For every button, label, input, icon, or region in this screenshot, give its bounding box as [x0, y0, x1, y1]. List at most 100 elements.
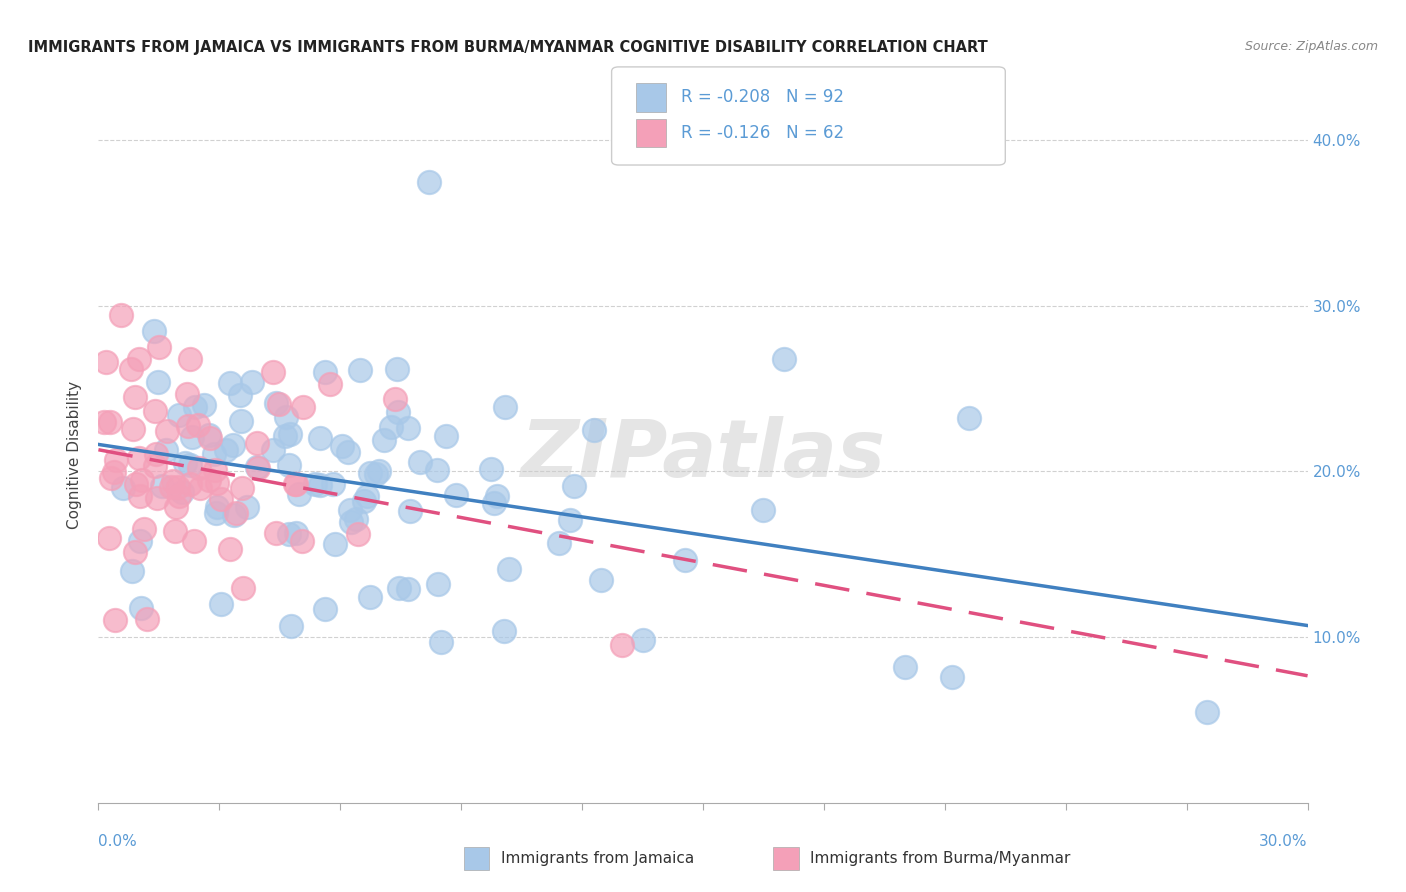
Point	[673, 553, 696, 567]
Point	[160, 480, 183, 494]
Point	[176, 387, 198, 401]
Point	[492, 624, 515, 639]
Point	[121, 564, 143, 578]
Point	[236, 500, 259, 514]
Point	[772, 351, 794, 366]
Text: Source: ZipAtlas.com: Source: ZipAtlas.com	[1244, 40, 1378, 54]
Point	[162, 474, 184, 488]
Point	[485, 490, 508, 504]
Point	[205, 500, 228, 515]
Point	[267, 397, 290, 411]
Point	[132, 522, 155, 536]
Point	[187, 418, 209, 433]
Point	[330, 439, 353, 453]
Text: 30.0%: 30.0%	[1260, 834, 1308, 849]
Text: 0.0%: 0.0%	[98, 834, 138, 849]
Point	[129, 489, 152, 503]
Point	[274, 410, 297, 425]
Text: Immigrants from Jamaica: Immigrants from Jamaica	[501, 852, 693, 866]
Point	[349, 363, 371, 377]
Point	[591, 573, 613, 587]
Point	[285, 476, 308, 491]
Point	[174, 456, 197, 470]
Point	[430, 635, 453, 649]
Point	[247, 460, 270, 475]
Point	[356, 489, 378, 503]
Point	[347, 527, 370, 541]
Point	[179, 351, 201, 366]
Point	[179, 458, 201, 472]
Point	[165, 500, 187, 514]
Point	[136, 611, 159, 625]
Point	[274, 429, 297, 443]
Point	[93, 415, 115, 429]
Point	[155, 442, 177, 457]
Point	[145, 447, 167, 461]
Point	[309, 478, 332, 492]
Point	[304, 477, 326, 491]
Point	[163, 524, 186, 538]
Point	[214, 442, 236, 457]
Point	[111, 481, 134, 495]
Point	[170, 485, 193, 500]
Point	[177, 418, 200, 433]
Point	[104, 613, 127, 627]
Point	[198, 428, 221, 442]
Point	[612, 639, 634, 653]
Point	[359, 466, 381, 480]
Point	[128, 534, 150, 549]
Point	[104, 453, 127, 467]
Text: R = -0.126   N = 62: R = -0.126 N = 62	[681, 124, 844, 142]
Point	[229, 388, 252, 402]
Point	[359, 590, 381, 604]
Point	[344, 512, 367, 526]
Point	[232, 581, 254, 595]
Point	[120, 361, 142, 376]
Text: Immigrants from Burma/Myanmar: Immigrants from Burma/Myanmar	[810, 852, 1070, 866]
Point	[167, 408, 190, 422]
Point	[183, 534, 205, 549]
Point	[198, 473, 221, 487]
Point	[288, 487, 311, 501]
Point	[122, 422, 145, 436]
Point	[323, 537, 346, 551]
Point	[246, 435, 269, 450]
Point	[225, 506, 247, 520]
Point	[221, 437, 243, 451]
Point	[231, 481, 253, 495]
Point	[558, 513, 581, 527]
Point	[322, 476, 344, 491]
Point	[562, 479, 585, 493]
Point	[98, 415, 121, 429]
Point	[262, 365, 284, 379]
Point	[434, 429, 457, 443]
Point	[184, 401, 207, 415]
Point	[309, 431, 332, 445]
Point	[167, 489, 190, 503]
Point	[582, 423, 605, 437]
Point	[280, 619, 302, 633]
Point	[278, 427, 301, 442]
Point	[124, 390, 146, 404]
Point	[219, 542, 242, 557]
Point	[388, 581, 411, 595]
Point	[198, 432, 221, 446]
Point	[146, 491, 169, 506]
Point	[181, 430, 204, 444]
Point	[222, 508, 245, 522]
Point	[124, 544, 146, 558]
Point	[427, 577, 450, 591]
Point	[893, 660, 915, 674]
Point	[246, 459, 269, 474]
Point	[366, 467, 388, 481]
Point	[278, 527, 301, 541]
Point	[155, 424, 177, 438]
Point	[264, 526, 287, 541]
Point	[368, 464, 391, 478]
Point	[131, 474, 153, 488]
Y-axis label: Cognitive Disability: Cognitive Disability	[67, 381, 83, 529]
Point	[548, 535, 571, 549]
Point	[314, 365, 336, 379]
Point	[291, 533, 314, 548]
Point	[179, 477, 201, 491]
